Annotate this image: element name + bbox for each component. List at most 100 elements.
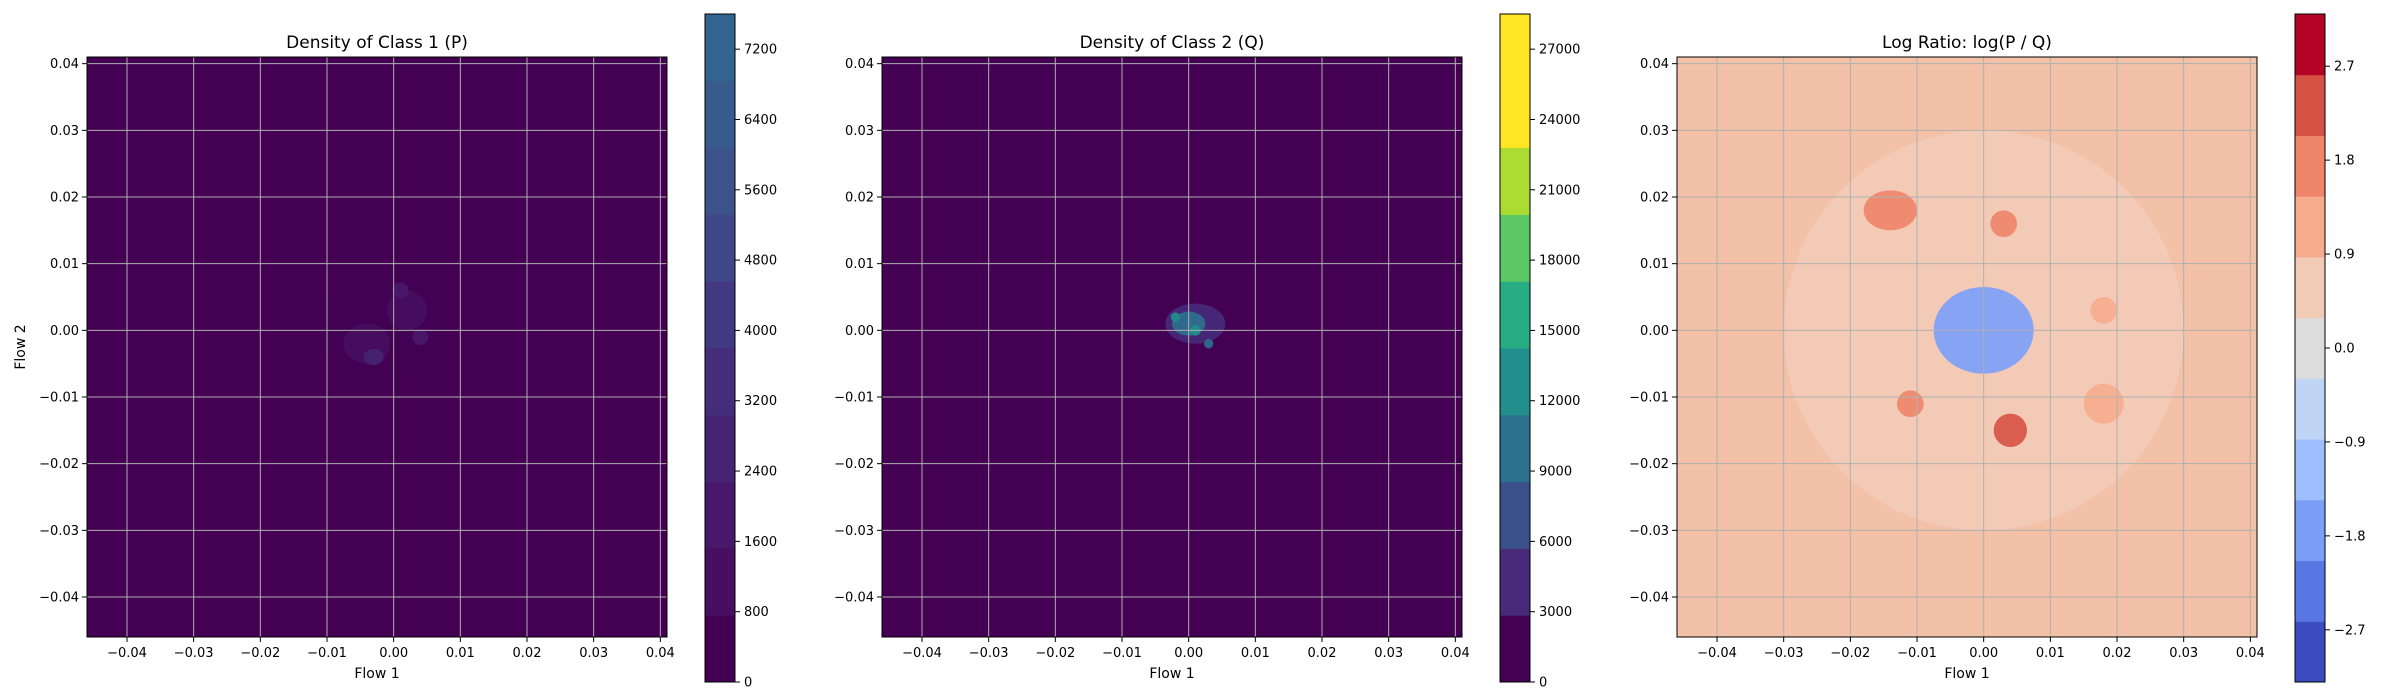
colorbar-band-1 xyxy=(2295,621,2325,683)
x-tick-label: 0.04 xyxy=(2236,646,2265,661)
y-tick-label: 0.04 xyxy=(1640,57,1669,72)
x-axis-label: Flow 1 xyxy=(1944,666,1989,682)
y-tick-label: 0.01 xyxy=(50,257,79,272)
x-tick-label: 0.02 xyxy=(513,646,542,661)
density-blob-4 xyxy=(1990,210,2017,238)
colorbar-band-6 xyxy=(1500,281,1530,349)
y-tick-label: 0.04 xyxy=(50,57,79,72)
y-tick-label: 0.02 xyxy=(1640,191,1669,206)
colorbar-band-1 xyxy=(1500,615,1530,683)
y-tick-label: 0.01 xyxy=(1640,257,1669,272)
density-blob-4 xyxy=(1170,312,1181,322)
colorbar-tick-label: 3000 xyxy=(1539,605,1572,620)
density-blob-5 xyxy=(392,282,409,299)
colorbar-tick-label: 4000 xyxy=(744,324,777,339)
x-tick-label: 0.03 xyxy=(2169,646,2198,661)
x-tick-label: 0.02 xyxy=(1308,646,1337,661)
density-contours xyxy=(323,273,438,374)
colorbar-band-10 xyxy=(2295,74,2325,136)
colorbar-band-3 xyxy=(2295,499,2325,562)
x-axis-label: Flow 1 xyxy=(354,666,399,682)
x-tick-label: 0.01 xyxy=(2036,646,2065,661)
y-tick-label: 0.03 xyxy=(845,124,874,139)
x-axis-label: Flow 1 xyxy=(1149,666,1194,682)
axes: −0.04 −0.03 −0.02 −0.01 0.00 0.01 0.02 0.03 0.04… xyxy=(39,56,675,661)
colorbar-band-10 xyxy=(705,14,735,82)
colorbar-tick-label: 0.9 xyxy=(2334,248,2355,263)
density-blob-6 xyxy=(1993,413,2028,448)
axes: −0.04 −0.03 −0.02 −0.01 0.00 0.01 0.02 0.03 0.04… xyxy=(1629,56,2265,661)
x-tick-label: −0.02 xyxy=(1830,646,1870,661)
colorbar-band-4 xyxy=(2295,439,2325,501)
colorbar-band-9 xyxy=(2295,135,2325,197)
y-tick-label: −0.04 xyxy=(1629,591,1669,606)
colorbar-tick-label: 24000 xyxy=(1539,113,1580,128)
x-tick-label: 0.00 xyxy=(379,646,408,661)
colorbar-band-2 xyxy=(1500,548,1530,616)
y-axis-label: Flow 2 xyxy=(13,324,29,369)
colorbar-tick-label: 6400 xyxy=(744,113,777,128)
colorbar-tick-label: 5600 xyxy=(744,183,777,198)
x-tick-label: 0.01 xyxy=(446,646,475,661)
y-tick-label: 0.04 xyxy=(845,57,874,72)
plot-frame xyxy=(881,56,1463,638)
colorbar: −2.7 −1.8 −0.9 0.0 0.9 1.8 2.7 xyxy=(2294,13,2366,683)
x-tick-label: −0.02 xyxy=(1035,646,1075,661)
colorbar-band-8 xyxy=(1500,147,1530,215)
y-tick-label: −0.01 xyxy=(39,391,79,406)
x-tick-label: −0.01 xyxy=(1897,646,1937,661)
x-tick-label: −0.02 xyxy=(240,646,280,661)
density-blob-3 xyxy=(1863,190,1918,231)
y-tick-label: 0.00 xyxy=(1640,324,1669,339)
y-tick-label: −0.04 xyxy=(39,591,79,606)
colorbar-frame xyxy=(704,13,736,683)
colorbar-tick-label: 4800 xyxy=(744,254,777,269)
colorbar-band-6 xyxy=(705,281,735,349)
y-tick-label: 0.03 xyxy=(50,124,79,139)
y-tick-label: −0.04 xyxy=(834,591,874,606)
chart-title: Log Ratio: log(P / Q) xyxy=(1882,33,2052,53)
plot-frame xyxy=(86,56,668,638)
colorbar-tick-label: 21000 xyxy=(1539,183,1580,198)
colorbar-tick-label: 0 xyxy=(1539,676,1547,691)
colorbar: 0 800 1600 2400 3200 4000 4800 5600 6400 7200 xyxy=(704,13,777,691)
colorbar-band-3 xyxy=(1500,481,1530,549)
colorbar-tick-label: 6000 xyxy=(1539,535,1572,550)
colorbar-band-9 xyxy=(1500,80,1530,149)
y-tick-label: 0.03 xyxy=(1640,124,1669,139)
chart-panel-3: Log Ratio: log(P / Q)−0.04 −0.03 −0.02 −0.0… xyxy=(1629,13,2366,683)
density-blob-3 xyxy=(387,290,427,331)
colorbar-band-2 xyxy=(705,548,735,616)
colorbar-tick-label: 12000 xyxy=(1539,394,1580,409)
density-blob-5 xyxy=(1204,339,1214,349)
x-tick-label: 0.02 xyxy=(2103,646,2132,661)
colorbar-tick-label: 9000 xyxy=(1539,465,1572,480)
colorbar-band-7 xyxy=(705,214,735,282)
x-tick-label: −0.03 xyxy=(174,646,214,661)
y-tick-label: 0.02 xyxy=(845,191,874,206)
colorbar-tick-label: 1.8 xyxy=(2334,154,2355,169)
colorbar-band-7 xyxy=(1500,214,1530,282)
x-tick-label: −0.03 xyxy=(1764,646,1804,661)
x-tick-label: −0.03 xyxy=(969,646,1009,661)
colorbar-frame xyxy=(1499,13,1531,683)
y-tick-label: −0.02 xyxy=(834,457,874,472)
colorbar: 0 3000 6000 9000 12000 15000 18000 21000 24000 27… xyxy=(1499,13,1580,691)
colorbar-tick-label: −2.7 xyxy=(2334,623,2366,638)
colorbar-tick-label: 800 xyxy=(744,605,769,620)
y-tick-label: 0.01 xyxy=(845,257,874,272)
x-tick-label: 0.01 xyxy=(1241,646,1270,661)
x-tick-label: 0.04 xyxy=(646,646,675,661)
chart-title: Density of Class 1 (P) xyxy=(286,33,468,53)
y-tick-label: 0.00 xyxy=(50,324,79,339)
colorbar-band-10 xyxy=(1500,14,1530,82)
colorbar-tick-label: 27000 xyxy=(1539,43,1580,58)
colorbar-band-5 xyxy=(705,348,735,416)
colorbar-band-1 xyxy=(705,615,735,683)
density-blob-4 xyxy=(363,349,384,365)
y-tick-label: −0.03 xyxy=(834,524,874,539)
y-tick-label: −0.01 xyxy=(834,391,874,406)
plot-frame xyxy=(1676,56,2258,638)
y-tick-label: −0.03 xyxy=(1629,524,1669,539)
